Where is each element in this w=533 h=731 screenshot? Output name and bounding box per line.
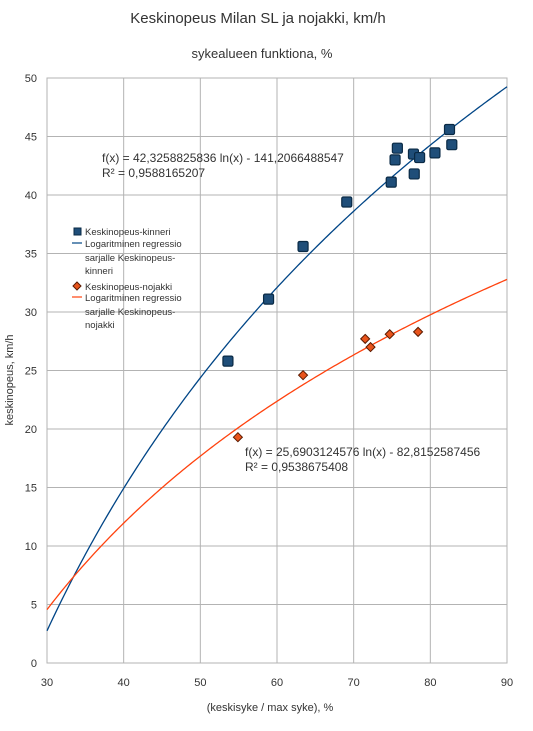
- data-point-kinneri: [408, 168, 420, 180]
- equation-kinneri: f(x) = 42,3258825836 ln(x) - 141,2066488…: [102, 151, 344, 180]
- legend-marker-kinneri: [73, 227, 82, 236]
- equation-nojakki-r2: R² = 0,9538675408: [245, 460, 348, 474]
- y-tick-label: 40: [25, 190, 37, 202]
- legend-label-kinneri: Keskinopeus-kinneri: [85, 227, 171, 238]
- y-axis-label: keskinopeus, km/h: [4, 334, 16, 425]
- y-tick-label: 0: [31, 658, 37, 670]
- legend-label-nojakki-trend-3: nojakki: [85, 320, 115, 331]
- data-point-kinneri: [389, 154, 401, 166]
- equation-nojakki-formula: f(x) = 25,6903124576 ln(x) - 82,81525874…: [245, 445, 480, 459]
- legend-label-nojakki: Keskinopeus-nojakki: [85, 282, 172, 293]
- chart-subtitle: sykealueen funktiona, %: [192, 46, 333, 61]
- legend-marker-nojakki: [72, 281, 82, 291]
- equation-nojakki: f(x) = 25,6903124576 ln(x) - 82,81525874…: [245, 445, 480, 474]
- data-point-kinneri: [262, 293, 275, 305]
- y-tick-label: 10: [25, 541, 37, 553]
- equation-kinneri-formula: f(x) = 42,3258825836 ln(x) - 141,2066488…: [102, 151, 344, 165]
- legend-label-kinneri-trend-1: Logaritminen regressio: [85, 239, 182, 250]
- y-tick-label: 45: [25, 132, 37, 144]
- data-point-nojakki: [384, 329, 395, 340]
- x-tick-label: 30: [41, 677, 53, 689]
- x-tick-label: 70: [348, 677, 360, 689]
- data-point-kinneri: [391, 142, 403, 154]
- plot-area-border: [46, 77, 508, 664]
- data-point-kinneri: [297, 240, 309, 253]
- chart-title: Keskinopeus Milan SL ja nojakki, km/h: [130, 10, 385, 27]
- data-points: [222, 123, 458, 443]
- data-point-kinneri: [443, 123, 456, 136]
- y-axis-ticks: 0 5 10 15 20 25 30 35 40 45 50: [25, 73, 37, 670]
- data-point-kinneri: [222, 355, 234, 367]
- x-axis-label: (keskisyke / max syke), %: [207, 702, 334, 714]
- x-tick-label: 60: [271, 677, 283, 689]
- data-point-nojakki: [359, 333, 371, 345]
- x-tick-label: 50: [194, 677, 206, 689]
- data-point-nojakki: [232, 431, 244, 443]
- y-tick-label: 15: [25, 483, 37, 495]
- y-tick-label: 50: [25, 73, 37, 85]
- legend-label-kinneri-trend-3: kinneri: [85, 266, 113, 277]
- data-point-nojakki: [365, 341, 376, 353]
- y-tick-label: 25: [25, 366, 37, 378]
- x-tick-label: 40: [118, 677, 130, 689]
- legend-label-nojakki-trend-2: sarjalle Keskinopeus-: [85, 307, 175, 318]
- data-point-nojakki: [412, 326, 424, 338]
- data-point-kinneri: [414, 151, 426, 164]
- legend-label-nojakki-trend-1: Logaritminen regressio: [85, 293, 182, 304]
- trendline-nojakki: [46, 278, 508, 611]
- equation-kinneri-r2: R² = 0,9588165207: [102, 166, 205, 180]
- y-tick-label: 20: [25, 424, 37, 436]
- data-point-kinneri: [385, 176, 397, 188]
- x-tick-label: 80: [424, 677, 436, 689]
- data-point-kinneri: [429, 147, 441, 159]
- data-point-nojakki: [297, 369, 309, 381]
- legend: Keskinopeus-kinneri Logaritminen regress…: [72, 227, 182, 331]
- y-tick-label: 30: [25, 307, 37, 319]
- trendline-kinneri: [46, 86, 508, 632]
- x-tick-label: 90: [501, 677, 513, 689]
- data-point-kinneri: [446, 139, 458, 151]
- y-tick-label: 35: [25, 249, 37, 261]
- trendlines: [46, 86, 508, 632]
- y-tick-label: 5: [31, 600, 37, 612]
- x-axis-ticks: 30 40 50 60 70 80 90: [41, 677, 513, 689]
- data-point-kinneri: [341, 196, 353, 208]
- legend-label-kinneri-trend-2: sarjalle Keskinopeus-: [85, 253, 175, 264]
